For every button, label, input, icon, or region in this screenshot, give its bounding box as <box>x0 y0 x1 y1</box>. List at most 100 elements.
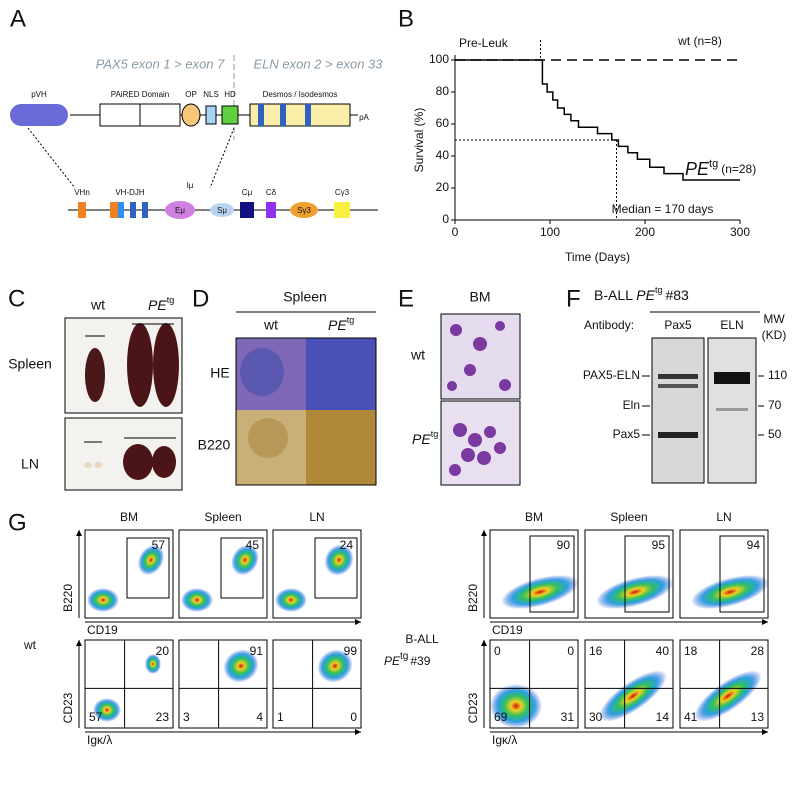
cell <box>449 464 461 476</box>
blot <box>651 337 705 484</box>
x-axis-title: Time (Days) <box>565 250 630 264</box>
band <box>658 384 698 388</box>
domain-label: NLS <box>203 90 219 99</box>
paired-box <box>99 103 141 127</box>
density <box>324 544 354 576</box>
axis-label: Igκ/λ <box>87 733 112 747</box>
legend-label: wt (n=8) <box>677 34 722 48</box>
quadrant-value: 91 <box>250 644 264 658</box>
density <box>691 574 769 610</box>
density <box>501 574 579 610</box>
axis-label: CD19 <box>492 623 523 637</box>
locus-segment <box>266 202 276 218</box>
x-tick-label: 100 <box>540 225 560 239</box>
quadrant-value: 0 <box>350 710 357 724</box>
axis-label: B220 <box>61 584 75 612</box>
panel-title: B-ALL PEtg #83 <box>594 285 689 302</box>
mw-label: 70 <box>768 398 782 412</box>
gate <box>719 535 765 613</box>
row-label: PEtg <box>412 429 438 446</box>
band-label: PAX5-ELN <box>583 368 640 382</box>
mw-label: 50 <box>768 427 782 441</box>
label: PE <box>384 654 401 668</box>
locus-label: Iμ <box>187 181 194 190</box>
band <box>714 372 750 384</box>
column-label: LN <box>716 510 731 524</box>
x-tick-label: 0 <box>452 225 459 239</box>
quadrant-value: 18 <box>684 644 698 658</box>
axis-label: CD23 <box>466 692 480 723</box>
locus-segment <box>130 202 136 218</box>
column-label: PEtg <box>328 315 354 332</box>
gate-value: 24 <box>340 538 354 552</box>
row-label: HE <box>210 365 229 381</box>
gate <box>529 535 575 613</box>
legend-label: PEtg (n=28) <box>685 158 756 179</box>
organ <box>94 462 102 468</box>
quadrant-value: 14 <box>656 710 670 724</box>
quadrant-value: 0 <box>494 644 501 658</box>
quadrant-value: 69 <box>494 710 508 724</box>
column-label: BM <box>120 510 138 524</box>
cells <box>447 321 511 476</box>
row-label: wt <box>410 347 425 363</box>
y-tick-label: 0 <box>442 212 449 226</box>
locus-segment <box>142 202 148 218</box>
y-axis-title: Survival (%) <box>412 108 426 173</box>
superscript: tg <box>431 429 439 439</box>
gate <box>314 537 358 599</box>
column-label: Spleen <box>204 510 241 524</box>
panel-label: G <box>8 509 27 536</box>
superscript: tg <box>167 295 175 305</box>
exon-label: ELN exon 2 > exon 33 <box>253 56 383 71</box>
survival-chart: 0 20 40 60 80 100 0 100 200 300 Time (Days) Surviva… <box>412 34 756 264</box>
panel-label: E <box>398 285 414 312</box>
cell <box>495 321 505 331</box>
quadrant-value: 28 <box>751 644 765 658</box>
column-label: wt <box>90 297 105 313</box>
band <box>658 432 698 438</box>
gate-value: 57 <box>152 538 166 552</box>
quadrant-value: 99 <box>344 644 358 658</box>
cell <box>484 426 496 438</box>
quadrant-value: 30 <box>589 710 603 724</box>
density <box>317 649 353 683</box>
locus-segment <box>334 202 350 218</box>
quadrant-value: 4 <box>256 710 263 724</box>
label: #83 <box>665 287 689 303</box>
density <box>223 649 259 683</box>
locus-label: Eμ <box>175 206 185 215</box>
panel-label: F <box>566 285 581 312</box>
organ <box>153 323 179 407</box>
locus-segment <box>118 202 124 218</box>
gate <box>126 537 170 599</box>
cell <box>494 442 506 454</box>
histology-panel: Spleen wt PEtg HE B220 <box>198 289 377 486</box>
axis-label: CD19 <box>87 623 118 637</box>
domain-label: OP <box>185 90 197 99</box>
organ <box>127 323 153 407</box>
domain-label: pA <box>359 113 369 122</box>
zoom-line <box>27 127 76 189</box>
enhancer <box>165 201 195 219</box>
plot-frame <box>178 639 268 729</box>
band <box>716 408 748 411</box>
quadrant-value: 16 <box>589 644 603 658</box>
cell <box>473 337 487 351</box>
column-label: LN <box>309 510 324 524</box>
organ <box>152 446 176 478</box>
label: PE <box>148 297 167 313</box>
micrograph <box>306 338 376 410</box>
label: PE <box>636 287 655 303</box>
organ <box>123 444 153 480</box>
cell <box>477 451 491 465</box>
quadrant-value: 0 <box>567 644 574 658</box>
domain-label: Desmos / Isodesmos <box>263 90 338 99</box>
superscript: tg <box>709 158 718 170</box>
flow-panel: BM 57 20 57 23 Spleen 45 91 3 4 LN 24 99 1 0 B220 CD19 CD… <box>23 510 769 747</box>
row-label: LN <box>21 456 39 472</box>
locus-segment <box>110 202 118 218</box>
cell <box>461 448 475 462</box>
organ <box>85 348 105 402</box>
density <box>596 574 674 610</box>
